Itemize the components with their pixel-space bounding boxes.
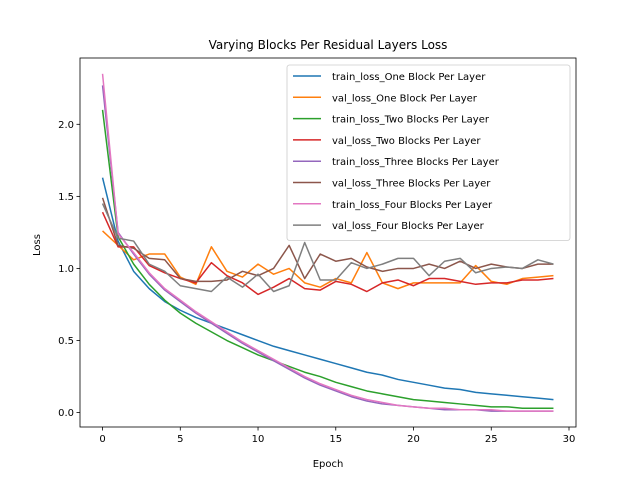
legend-box [286,64,571,241]
x-tick-label: 5 [177,434,183,445]
chart-title: Varying Blocks Per Residual Layers Loss [209,38,448,52]
series-line-3 [101,109,554,410]
x-tick-label: 20 [407,434,420,445]
y-tick-label: 1.0 [58,264,74,275]
legend-label: train_loss_One Block Per Layer [332,72,486,83]
legend-label: train_loss_Two Blocks Per Layer [332,115,490,126]
series-line-8 [101,203,554,293]
series-lines [101,73,554,412]
plot-area [79,57,577,428]
series-line-1 [101,177,554,401]
legend-label: val_loss_Four Blocks Per Layer [332,221,485,232]
axes-frame [79,57,577,428]
x-axis-label: Epoch [313,459,344,470]
y-axis-label: Loss [32,234,43,256]
y-tick-label: 1.5 [58,192,74,203]
legend-label: train_loss_Four Blocks Per Layer [332,200,493,211]
x-axis: 0 5 10 15 20 25 30 [99,427,575,445]
legend-label: val_loss_One Block Per Layer [332,93,478,104]
x-tick-label: 30 [563,434,576,445]
series-line-7 [101,73,554,412]
y-axis: 0.0 0.5 1.0 1.5 2.0 [58,120,80,419]
x-tick-label: 15 [329,434,342,445]
legend-label: train_loss_Three Blocks Per Layer [332,157,500,168]
x-tick-label: 10 [252,434,265,445]
series-line-4 [101,211,554,296]
legend-label: val_loss_Two Blocks Per Layer [332,136,481,147]
y-tick-label: 2.0 [58,120,74,131]
legend-label: val_loss_Three Blocks Per Layer [332,179,491,190]
series-line-6 [101,197,554,283]
y-tick-label: 0.0 [58,408,74,419]
x-tick-label: 0 [99,434,105,445]
legend: train_loss_One Block Per Layer val_loss_O… [286,64,571,241]
y-tick-label: 0.5 [58,336,74,347]
x-tick-label: 25 [485,434,498,445]
